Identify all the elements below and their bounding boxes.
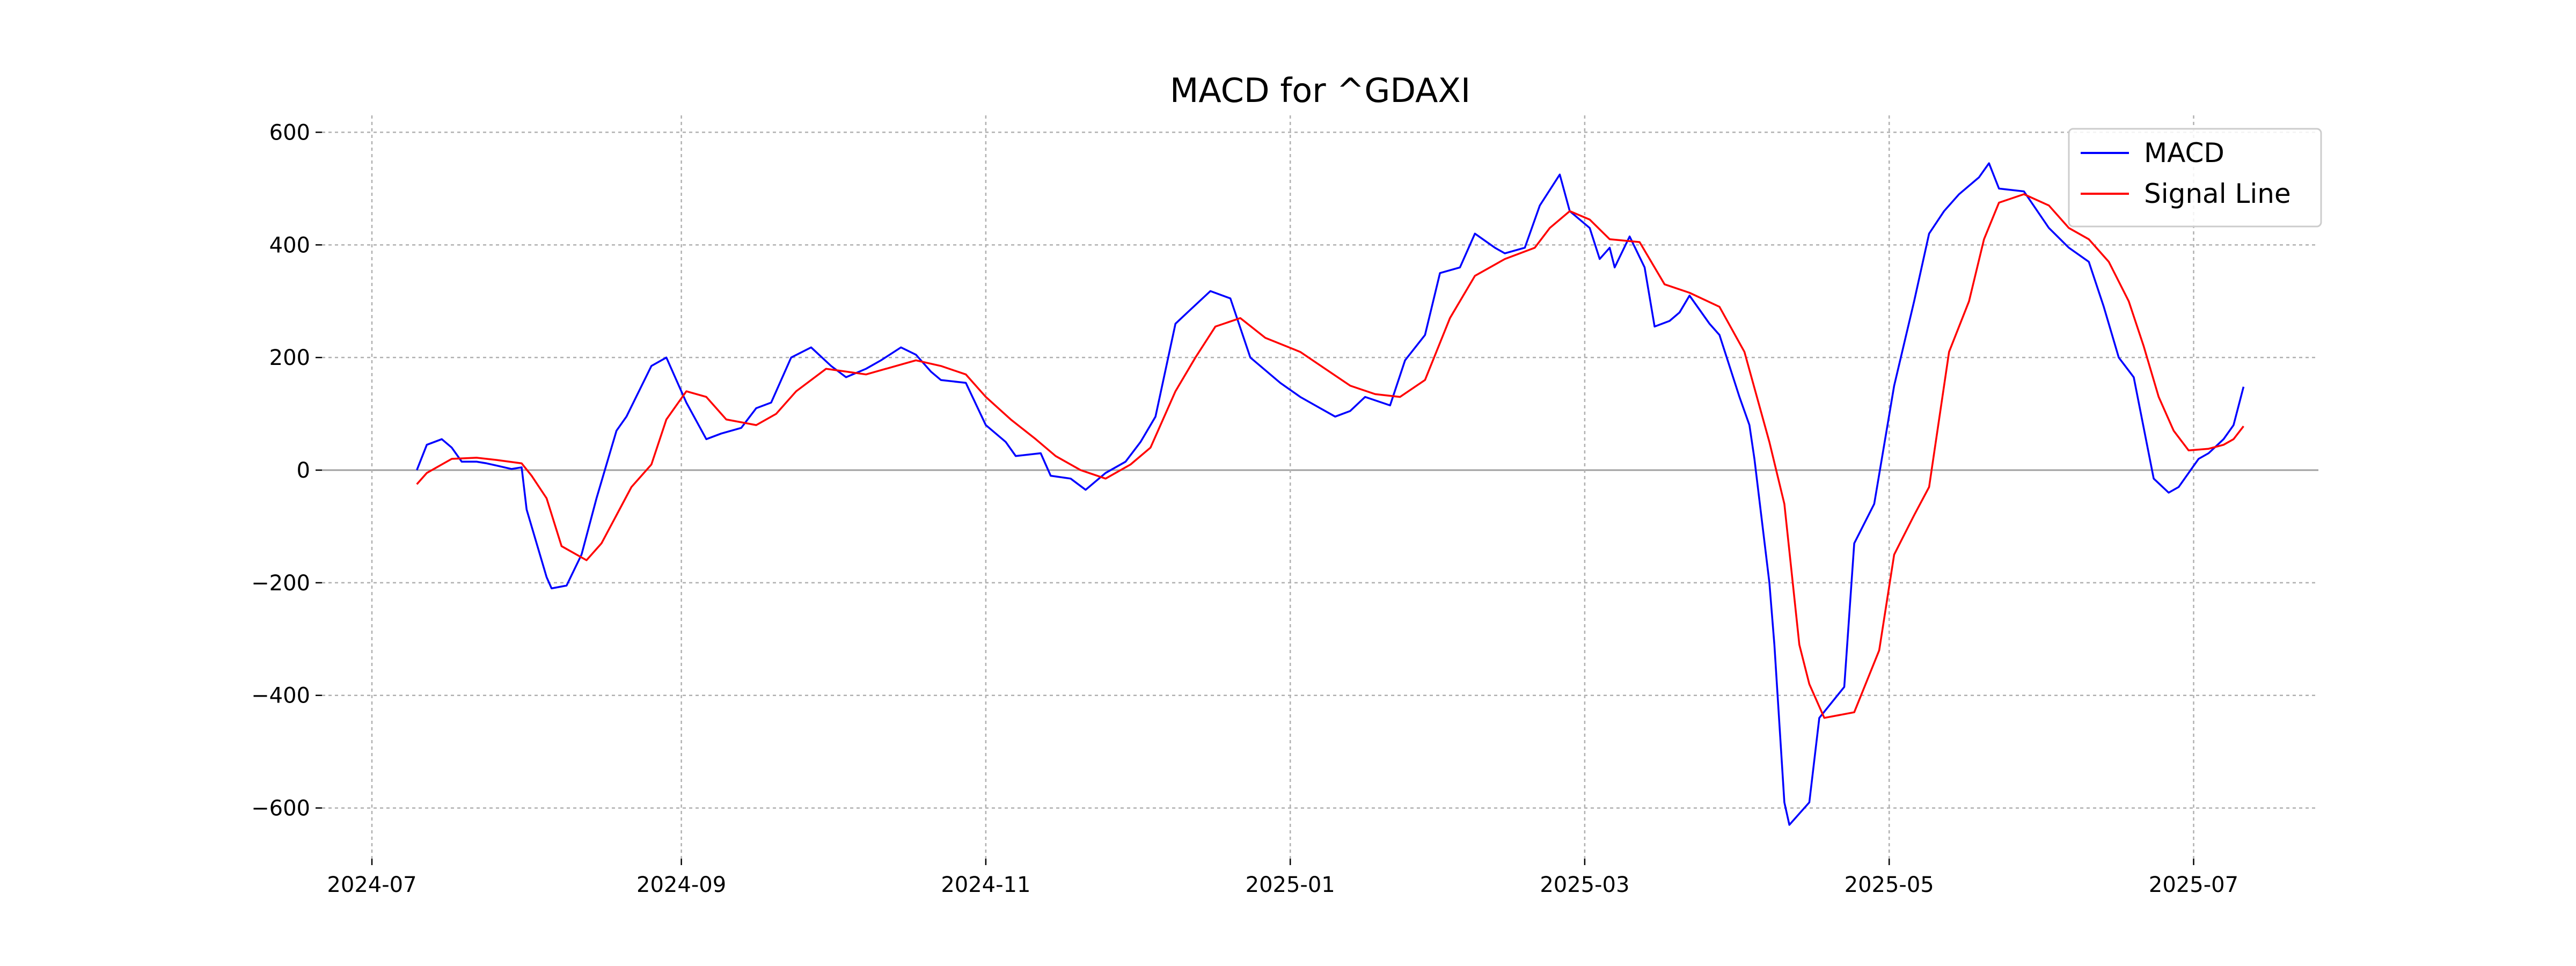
- x-tick-label: 2025-05: [1845, 873, 1934, 897]
- legend: MACD Signal Line: [2068, 128, 2322, 228]
- x-tick-label: 2024-11: [941, 873, 1030, 897]
- series-layer: [416, 162, 2245, 826]
- y-tick-label: −400: [251, 684, 310, 708]
- macd-line: [416, 162, 2245, 826]
- chart-title: MACD for ^GDAXI: [1170, 71, 1470, 110]
- x-tick-label: 2025-01: [1246, 873, 1335, 897]
- y-tick-label: −200: [251, 571, 310, 596]
- legend-label-signal-line: Signal Line: [2144, 178, 2291, 209]
- signal-line-line: [416, 193, 2244, 719]
- grid-layer: [322, 115, 2318, 859]
- x-tick-label: 2024-07: [327, 873, 416, 897]
- x-tick-label: 2025-03: [1540, 873, 1629, 897]
- y-tick-label: 200: [269, 346, 310, 370]
- legend-label-macd: MACD: [2144, 137, 2224, 169]
- x-tick-label: 2024-09: [636, 873, 726, 897]
- y-tick-label: −600: [251, 796, 310, 821]
- y-tick-label: 400: [269, 233, 310, 258]
- x-tick-label: 2025-07: [2149, 873, 2238, 897]
- legend-box: [2068, 128, 2322, 228]
- y-tick-label: 0: [297, 458, 310, 483]
- y-tick-label: 600: [269, 120, 310, 145]
- axis-layer: 600 400 200 0 −200 −400 −600 2024-07 2024-09 2024…: [251, 120, 2238, 897]
